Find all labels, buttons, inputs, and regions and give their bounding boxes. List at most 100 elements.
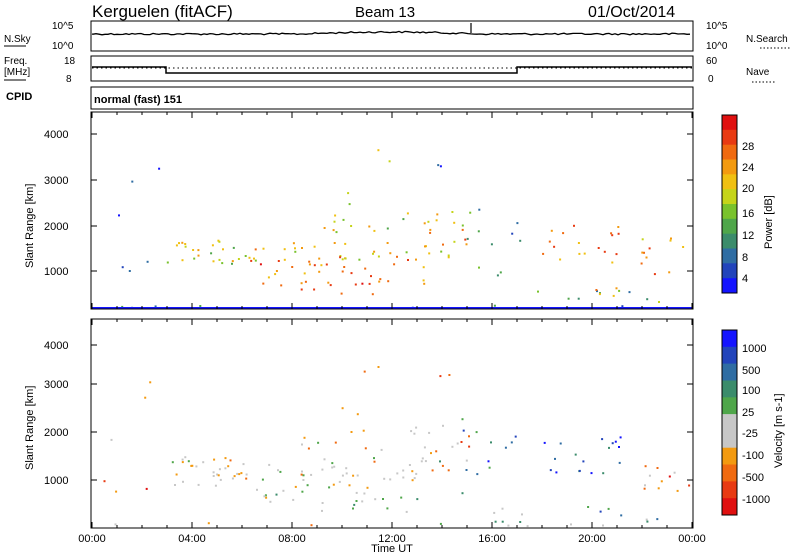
velocity-point — [415, 426, 418, 429]
velocity-point — [374, 498, 377, 501]
power-point — [320, 264, 323, 267]
velocity-point — [321, 468, 324, 471]
velocity-point — [321, 509, 323, 512]
power-point — [308, 260, 311, 263]
power-point — [318, 257, 321, 260]
freq-left-tick-top: 18 — [64, 56, 76, 67]
power-point — [283, 248, 286, 251]
power-point — [232, 246, 235, 249]
power-point — [440, 250, 443, 253]
velocity-point — [476, 473, 479, 476]
power-point — [405, 251, 408, 254]
power-point — [603, 250, 606, 253]
power-point — [350, 272, 353, 275]
velocity-point — [181, 461, 184, 464]
power-point — [267, 276, 270, 279]
velocity-colorbar-frame — [721, 329, 738, 516]
power-point — [387, 280, 390, 283]
velocity-point — [197, 483, 200, 486]
velocity-point — [355, 500, 358, 502]
power-point — [496, 274, 499, 277]
power-point — [469, 211, 472, 214]
power-point — [347, 192, 350, 195]
velocity-point — [356, 413, 359, 416]
power-point — [641, 251, 644, 254]
velocity-point — [656, 518, 659, 521]
power-point — [131, 180, 134, 183]
velocity-point — [382, 498, 384, 500]
velocity-colorbar-segment — [722, 397, 737, 415]
velocity-point — [144, 396, 147, 399]
vel-cb-tick-neg500: -500 — [742, 472, 764, 484]
velocity-point — [352, 507, 354, 510]
velocity-point — [386, 507, 389, 510]
velocity-point — [345, 467, 348, 470]
nave-label: Nave — [746, 67, 770, 78]
power-colorbar-ticks: 28 24 20 16 12 8 4 — [742, 141, 754, 285]
power-point — [222, 248, 224, 251]
power-point — [611, 261, 614, 264]
velocity-point — [233, 475, 236, 478]
velocity-point — [238, 473, 241, 476]
power-point — [372, 252, 374, 255]
power-point — [308, 263, 311, 266]
x-tick-5: 20:00 — [578, 533, 606, 545]
velocity-colorbar-segment — [722, 330, 737, 348]
power-point — [300, 288, 303, 291]
power-point — [499, 271, 502, 274]
velocity-point — [356, 474, 359, 477]
vel-cb-tick-neg1000: -1000 — [742, 494, 770, 506]
velocity-point — [465, 459, 468, 462]
velocity-point — [310, 473, 313, 476]
power-point — [396, 255, 398, 258]
velocity-point — [590, 472, 593, 475]
power-y-axis: 1000 2000 3000 4000 — [44, 129, 693, 278]
velocity-point — [559, 442, 562, 445]
power-point — [453, 240, 456, 243]
power-point — [612, 294, 615, 297]
x-tick-6: 00:00 — [678, 533, 706, 545]
velocity-point — [611, 442, 614, 445]
velocity-scatter — [103, 366, 691, 528]
velocity-point — [488, 466, 491, 469]
velocity-point — [231, 477, 234, 480]
velocity-point — [269, 500, 272, 503]
power-point — [181, 259, 184, 262]
velocity-point — [602, 472, 605, 475]
velocity-colorbar-segment — [722, 430, 737, 449]
power-point — [461, 228, 464, 231]
power-point — [595, 289, 598, 291]
velocity-point — [115, 490, 118, 493]
vel-y-tick-3000: 3000 — [44, 379, 68, 391]
velocity-point — [402, 476, 405, 479]
velocity-point — [570, 523, 572, 526]
x-tick-0: 00:00 — [78, 533, 106, 545]
velocity-point — [644, 465, 647, 468]
vel-cb-tick-neg25: -25 — [742, 428, 758, 440]
power-point — [332, 229, 335, 232]
velocity-point — [216, 473, 219, 476]
velocity-point — [265, 496, 268, 499]
velocity-point — [362, 429, 365, 432]
power-point — [377, 149, 380, 152]
power-point — [348, 203, 351, 206]
velocity-point — [688, 484, 691, 487]
cpid-label: CPID — [6, 91, 32, 103]
power-colorbar — [722, 115, 737, 294]
velocity-point — [202, 461, 205, 464]
cpid-frame — [90, 86, 694, 110]
power-point — [553, 245, 556, 248]
power-point — [313, 288, 316, 291]
velocity-point — [410, 430, 413, 433]
power-point — [253, 257, 255, 260]
power-cb-tick-12: 12 — [742, 230, 754, 242]
velocity-point — [303, 436, 306, 439]
power-point — [548, 240, 551, 243]
velocity-point — [494, 520, 497, 523]
power-point — [550, 229, 553, 232]
velocity-colorbar-ticks: 1000 500 100 25 -25 -100 -500 -1000 — [742, 343, 770, 506]
power-point — [371, 293, 374, 296]
velocity-point — [301, 443, 303, 446]
velocity-point — [331, 462, 334, 465]
velocity-point — [300, 473, 303, 476]
